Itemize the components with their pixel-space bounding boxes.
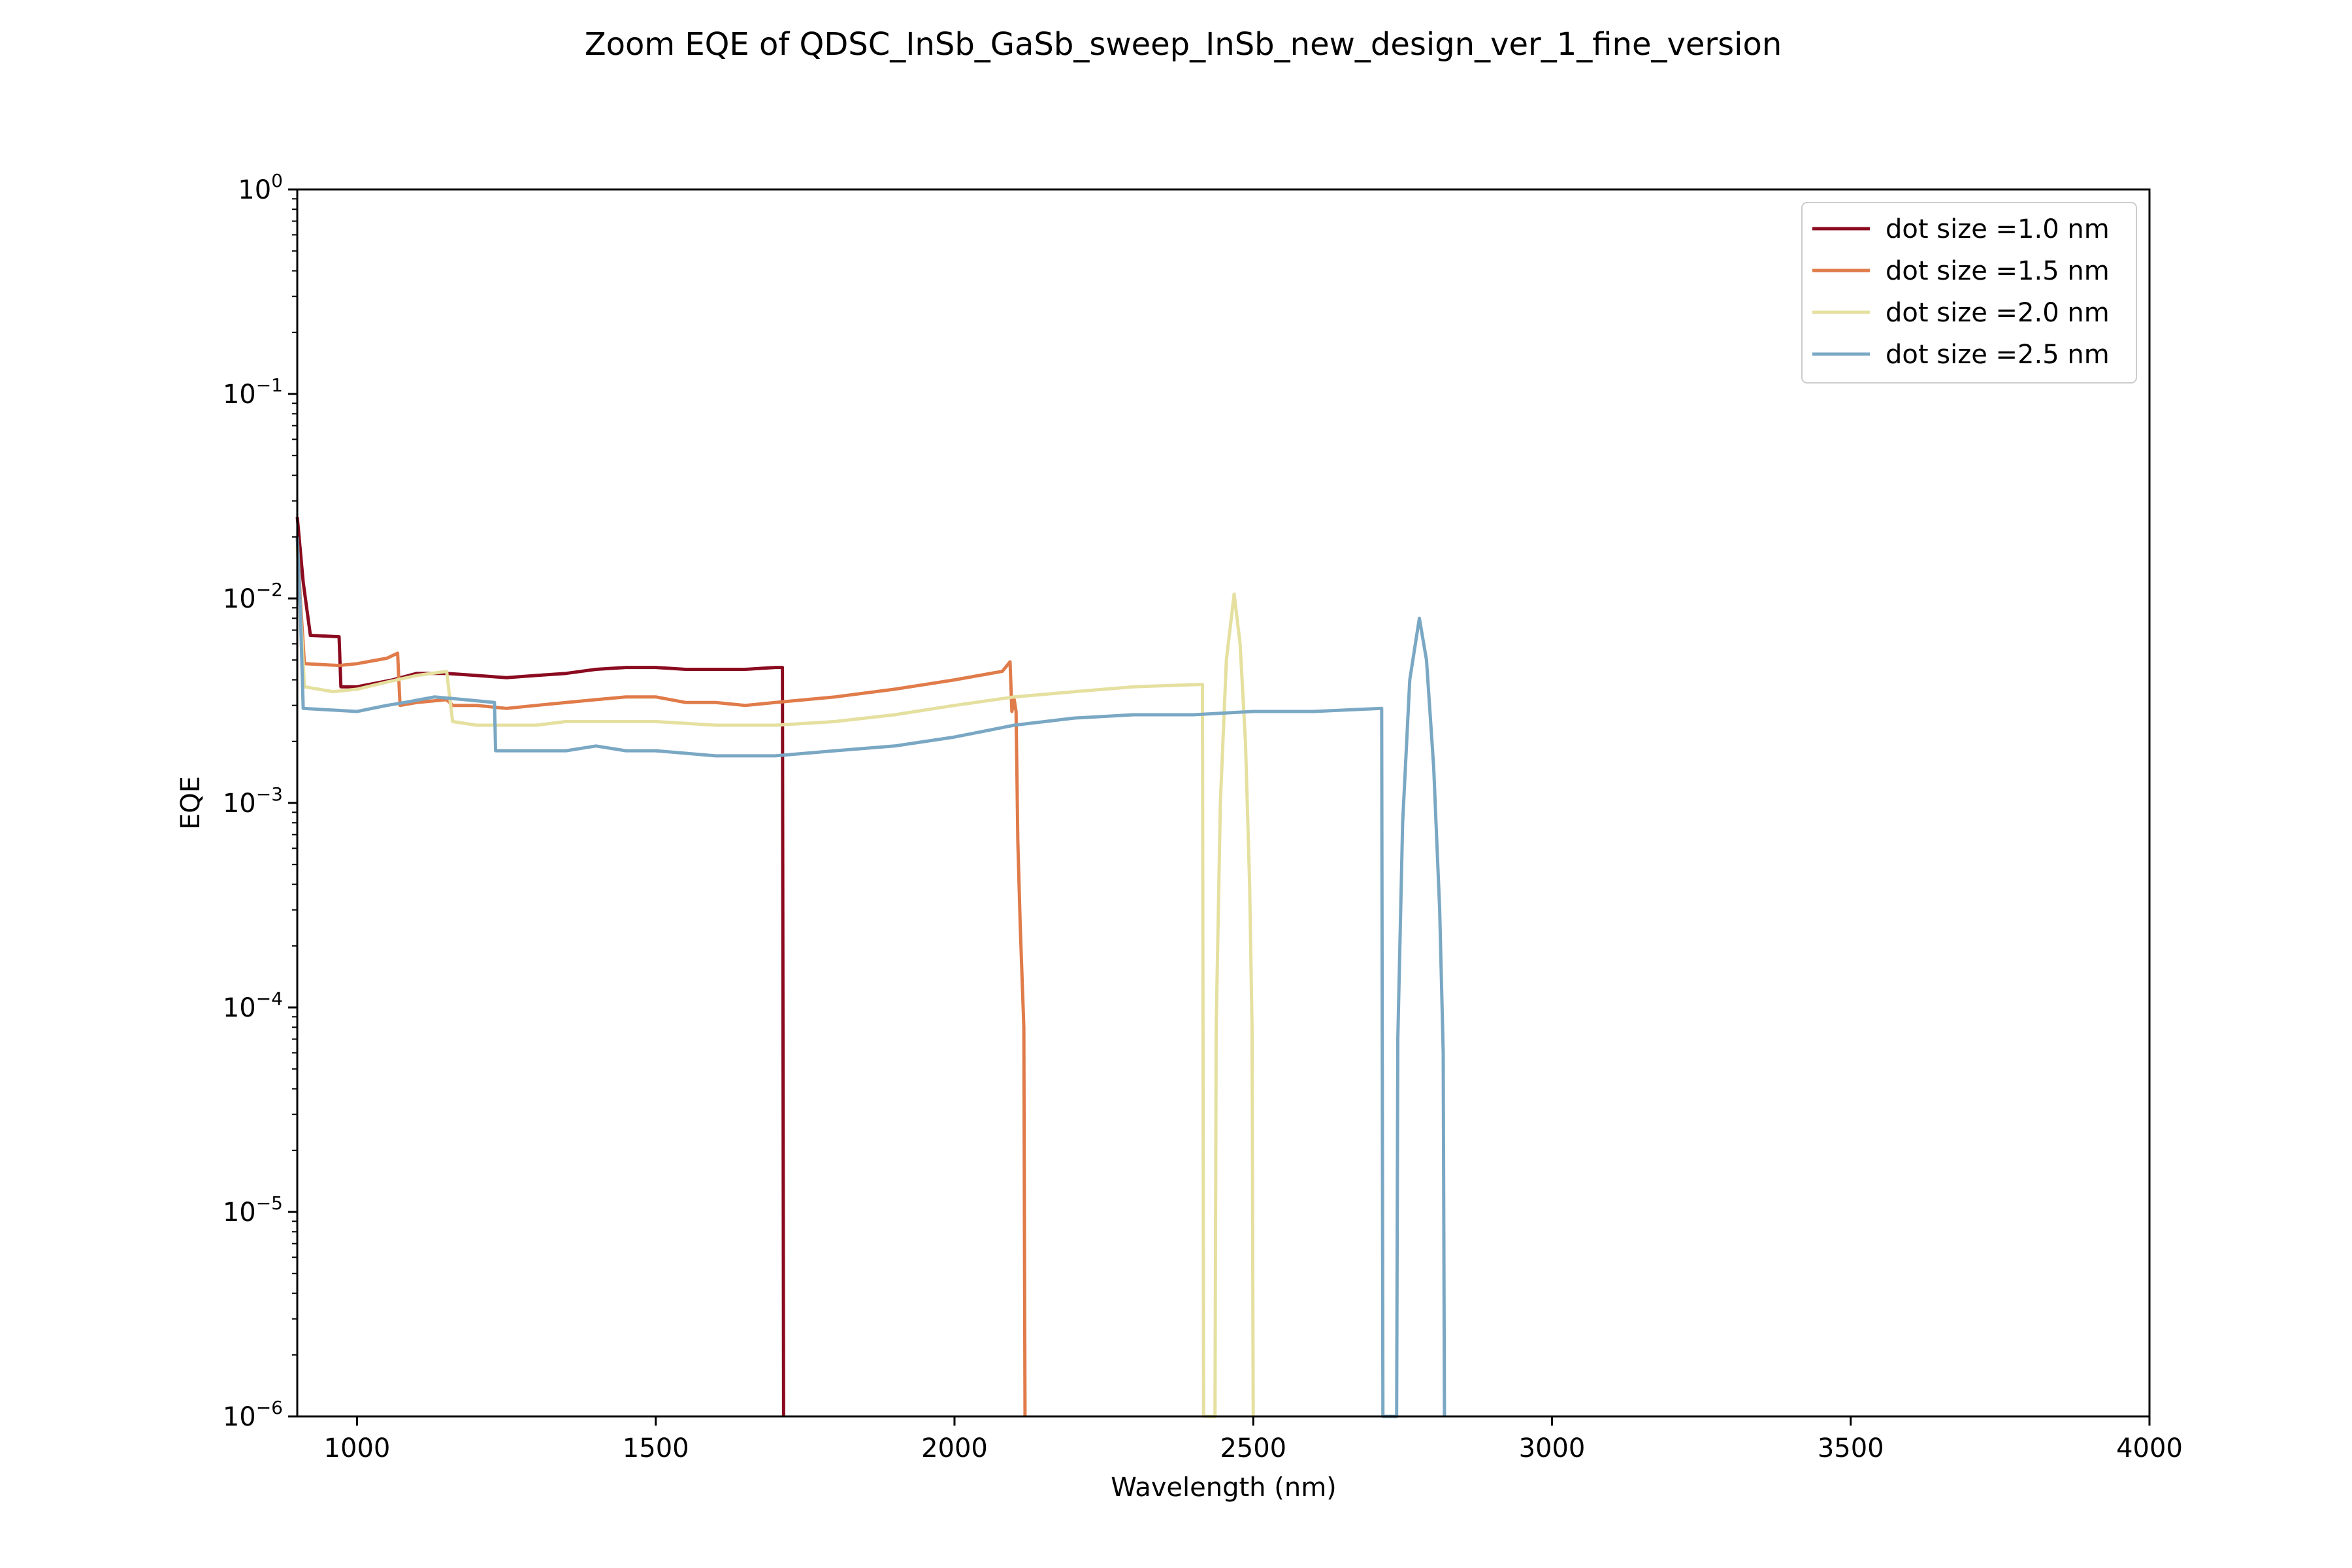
y-tick-label-7: 10−6 (223, 1397, 283, 1432)
y-tick-label-3: 10−2 (223, 579, 283, 614)
x-axis-ticks: 1000 1500 2000 2500 3000 3500 4000 (324, 1416, 2183, 1463)
x-axis-label: Wavelength (nm) (1111, 1473, 1337, 1503)
legend-label-3: dot size =2.0 nm (1886, 298, 2110, 328)
x-tick-label-1: 1000 (324, 1433, 391, 1463)
y-tick-label-4: 10−3 (223, 783, 283, 819)
legend: dot size =1.0 nm dot size =1.5 nm dot size… (1801, 202, 2137, 384)
series-line-3 (295, 546, 1255, 1418)
x-tick-label-3: 2000 (921, 1433, 988, 1463)
x-tick-label-5: 3000 (1519, 1433, 1586, 1463)
series-line-2 (295, 536, 1027, 1417)
x-tick-label-6: 3500 (1818, 1433, 1884, 1463)
y-axis-label: EQE (176, 776, 206, 830)
y-tick-label-6: 10−5 (223, 1192, 283, 1228)
y-axis-ticks: 100 10−1 10−2 10−3 10−4 10−5 10−6 (223, 170, 297, 1432)
legend-label-1: dot size =1.0 nm (1886, 214, 2110, 244)
y-tick-label-2: 10−1 (223, 374, 283, 410)
legend-box (1801, 202, 2137, 384)
x-tick-label-7: 4000 (2116, 1433, 2183, 1463)
series-line-1 (295, 517, 785, 1417)
x-tick-label-2: 1500 (623, 1433, 689, 1463)
chart-title: Zoom EQE of QDSC_InSb_GaSb_sweep_InSb_ne… (585, 26, 1782, 63)
y-tick-label-5: 10−4 (223, 988, 283, 1023)
legend-label-4: dot size =2.5 nm (1886, 340, 2110, 370)
legend-label-2: dot size =1.5 nm (1886, 256, 2110, 286)
y-tick-label-1: 100 (238, 170, 283, 205)
series-group (295, 517, 1446, 1418)
x-tick-label-4: 2500 (1220, 1433, 1286, 1463)
series-line-4 (295, 536, 1446, 1418)
